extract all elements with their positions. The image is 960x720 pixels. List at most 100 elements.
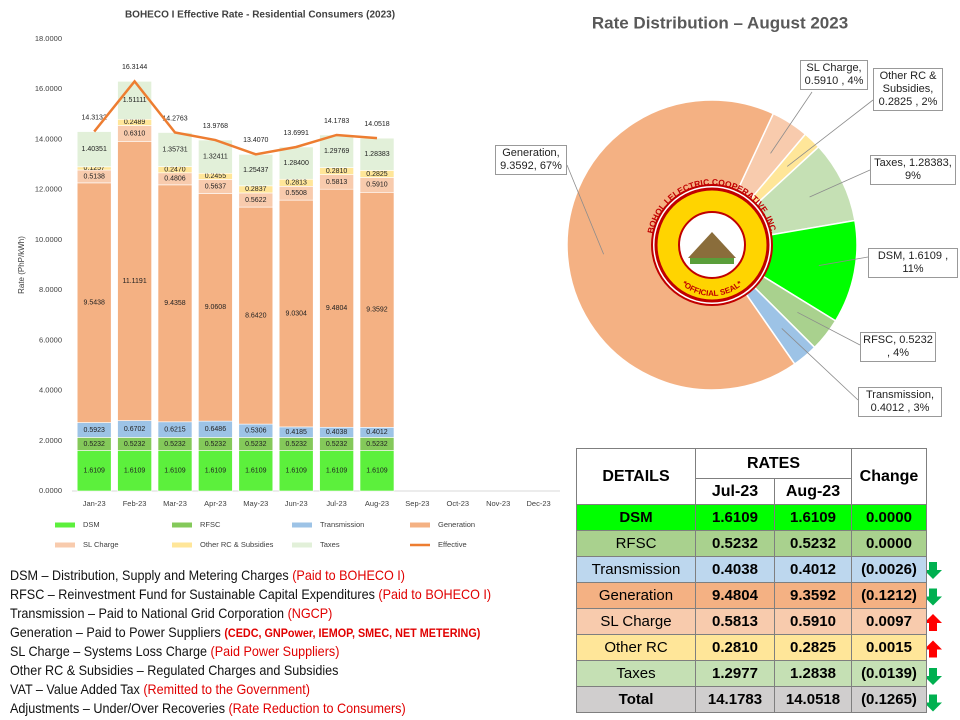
table-row: Taxes 1.2977 1.2838 (0.0139) <box>576 660 927 687</box>
bar-value-label: 0.2825 <box>366 171 388 178</box>
y-tick-label: 14.0000 <box>35 134 62 143</box>
bar-value-label: 0.2489 <box>124 119 146 126</box>
bar-value-label: 1.6109 <box>366 468 388 475</box>
bar-segment <box>238 154 274 187</box>
note-emphasis: (NGCP) <box>287 605 333 621</box>
row-value: (0.0026) <box>851 556 927 583</box>
legend-label: DSM <box>83 520 100 529</box>
row-value: 0.2825 <box>774 634 852 661</box>
bar-value-label: 9.3592 <box>366 307 388 314</box>
x-tick-label: Apr-23 <box>204 499 227 508</box>
row-value: 0.4038 <box>695 556 775 583</box>
pie-leader <box>786 99 874 167</box>
note-emphasis: (Remitted to the Government) <box>143 681 311 697</box>
seal-house <box>688 232 736 258</box>
pie-label: DSM, 1.6109 , 11% <box>868 248 958 278</box>
pie-leader <box>797 311 861 346</box>
note-text: RFSC – Reinvestment Fund for Sustainable… <box>10 586 379 602</box>
y-tick-label: 16.0000 <box>35 84 62 93</box>
line-value-label: 14.1783 <box>324 118 349 125</box>
x-tick-label: Sep-23 <box>405 499 429 508</box>
row-label: DSM <box>576 504 696 531</box>
bar-value-label: 0.5232 <box>366 441 388 448</box>
trend-arrow <box>924 588 942 606</box>
row-label: Taxes <box>576 660 696 687</box>
x-tick-label: Mar-23 <box>163 499 187 508</box>
bar-value-label: 0.2837 <box>245 186 267 193</box>
note-emphasis: (Paid Power Suppliers) <box>210 643 340 659</box>
pie-leader <box>809 169 871 198</box>
bar-value-label: 1.6109 <box>124 468 146 475</box>
row-value: 1.2838 <box>774 660 852 687</box>
row-label: RFSC <box>576 530 696 557</box>
row-value: (0.1265) <box>851 686 927 713</box>
pie-leader <box>770 91 813 154</box>
note-text: Generation – Paid to Power Suppliers <box>10 624 225 640</box>
row-value: 14.0518 <box>774 686 852 713</box>
line-value-label: 14.2763 <box>162 115 187 122</box>
bar-value-label: 0.4038 <box>326 429 348 436</box>
table-row: Other RC 0.2810 0.2825 0.0015 <box>576 634 927 661</box>
bar-segment <box>359 450 395 492</box>
header-cell: Jul-23 <box>695 478 775 505</box>
row-value: 14.1783 <box>695 686 775 713</box>
bar-value-label: 1.51111 <box>123 97 147 104</box>
bar-value-label: 0.6310 <box>124 130 146 137</box>
legend-label: Taxes <box>320 540 340 549</box>
bar-value-label: 0.5232 <box>164 441 186 448</box>
bar-value-label: 1.28383 <box>364 151 389 158</box>
pie-title: Rate Distribution – August 2023 <box>592 13 848 32</box>
trend-arrow <box>924 614 942 631</box>
row-label: Total <box>576 686 696 713</box>
trend-arrow <box>924 694 942 712</box>
x-tick-label: Jul-23 <box>326 499 346 508</box>
row-label: Transmission <box>576 556 696 583</box>
note-emphasis: (Paid to BOHECO I) <box>378 586 492 602</box>
bar-segment <box>198 139 233 174</box>
x-tick-label: May-23 <box>243 499 268 508</box>
legend-swatch <box>55 542 75 548</box>
y-tick-label: 4.0000 <box>39 386 62 395</box>
header-row: DETAILS RATES Change <box>576 448 927 505</box>
bar-segment <box>278 450 314 492</box>
note-line: Generation – Paid to Power Suppliers (CE… <box>10 623 550 642</box>
row-value: 0.5910 <box>774 608 852 635</box>
note-text: DSM – Distribution, Supply and Metering … <box>10 567 293 583</box>
pie-label: Taxes, 1.28383, 9% <box>870 155 956 185</box>
seal-ground <box>690 258 734 264</box>
bar-value-label: 0.2813 <box>285 180 307 187</box>
legend-swatch <box>292 522 312 528</box>
bar-segment <box>359 192 395 428</box>
row-value: 0.0000 <box>851 530 927 557</box>
bar-value-label: 9.0304 <box>285 310 307 317</box>
bar-segment <box>198 450 233 492</box>
note-emphasis: (Paid to BOHECO I) <box>292 567 405 583</box>
y-tick-label: 8.0000 <box>39 285 62 294</box>
x-tick-label: Oct-23 <box>447 499 470 508</box>
note-emphasis: (Rate Reduction to Consumers) <box>228 700 406 716</box>
bar-segment <box>238 450 274 492</box>
note-text: SL Charge – Systems Loss Charge <box>10 643 211 659</box>
header-row: Jul-23 Aug-23 <box>577 478 927 505</box>
legend-swatch <box>172 522 192 528</box>
bar-segment <box>319 450 354 492</box>
row-value: 0.4012 <box>774 556 852 583</box>
bar-segment <box>76 182 112 423</box>
bar-value-label: 1.6109 <box>326 468 348 475</box>
legend-label: Transmission <box>320 520 364 529</box>
header-cell: Aug-23 <box>774 478 852 505</box>
bar-value-label: 1.32411 <box>203 153 228 160</box>
bar-value-label: 9.5438 <box>83 300 105 307</box>
bar-value-label: 0.5232 <box>285 441 307 448</box>
row-value: 1.6109 <box>774 504 852 531</box>
pie-label: Generation, 9.3592, 67% <box>495 145 567 175</box>
bar-value-label: 9.0608 <box>205 304 227 311</box>
legend-label: RFSC <box>200 520 221 529</box>
bar-value-label: 0.5306 <box>245 428 267 435</box>
line-value-label: 14.3132 <box>82 114 107 121</box>
pie-label: Other RC & Subsidies, 0.2825 , 2% <box>873 68 943 111</box>
trend-arrow <box>924 668 942 685</box>
y-tick-label: 2.0000 <box>39 436 62 445</box>
bar-value-label: 1.6109 <box>164 468 186 475</box>
